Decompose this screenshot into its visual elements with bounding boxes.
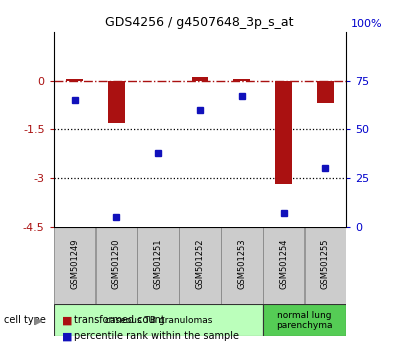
Bar	[137, 227, 179, 304]
Bar	[54, 227, 96, 304]
Text: GSM501249: GSM501249	[70, 239, 79, 289]
Text: GSM501253: GSM501253	[237, 239, 246, 289]
Text: GSM501252: GSM501252	[195, 239, 205, 289]
Bar	[304, 227, 346, 304]
Bar	[221, 227, 263, 304]
Bar	[233, 79, 250, 81]
Bar	[179, 227, 221, 304]
Bar	[317, 81, 334, 103]
Bar	[108, 81, 125, 123]
Text: percentile rank within the sample: percentile rank within the sample	[74, 331, 239, 341]
Text: ▶: ▶	[35, 315, 43, 325]
Bar	[191, 77, 208, 81]
Text: transformed count: transformed count	[74, 315, 164, 325]
Bar	[96, 227, 137, 304]
Text: normal lung
parenchyma: normal lung parenchyma	[276, 311, 333, 330]
Bar	[263, 227, 304, 304]
Bar	[275, 81, 292, 184]
Text: GSM501254: GSM501254	[279, 239, 288, 289]
Bar	[263, 304, 346, 336]
Bar	[66, 79, 83, 81]
Bar	[54, 304, 263, 336]
Text: ■: ■	[62, 331, 72, 341]
Text: ■: ■	[62, 315, 72, 325]
Text: GSM501250: GSM501250	[112, 239, 121, 289]
Text: GDS4256 / g4507648_3p_s_at: GDS4256 / g4507648_3p_s_at	[105, 16, 293, 29]
Text: GSM501251: GSM501251	[154, 239, 163, 289]
Text: cell type: cell type	[4, 315, 46, 325]
Text: 100%: 100%	[350, 19, 382, 29]
Text: GSM501255: GSM501255	[321, 239, 330, 289]
Text: caseous TB granulomas: caseous TB granulomas	[105, 316, 212, 325]
